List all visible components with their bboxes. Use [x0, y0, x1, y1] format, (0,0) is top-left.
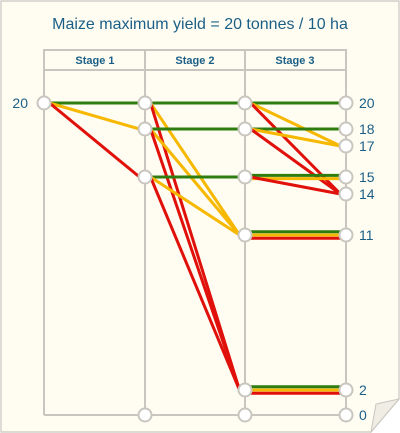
- transition-amber-line: [249, 127, 342, 148]
- transition-amber-line: [149, 127, 241, 237]
- outcome-node: [338, 407, 354, 423]
- diagram-title: Maize maximum yield = 20 tonnes / 10 ha: [52, 16, 348, 33]
- outcome-label: 2: [359, 382, 367, 398]
- stage-node: [237, 407, 253, 423]
- transition-red-line: [48, 101, 141, 179]
- transition-lines: [48, 101, 342, 395]
- stage-headers: Stage 1 Stage 2 Stage 3: [43, 49, 347, 71]
- stage-node: [237, 95, 253, 111]
- outcome-node: [338, 186, 354, 202]
- outcome-label: 17: [359, 138, 375, 154]
- outcome-label: 15: [359, 169, 375, 185]
- transition-amber-line: [149, 101, 241, 237]
- outcome-label: 0: [359, 407, 367, 423]
- outcome-node: [338, 95, 354, 111]
- outcome-node: [338, 169, 354, 185]
- stage-node: [237, 227, 253, 243]
- stage-node: [237, 169, 253, 185]
- transition-red-line: [149, 127, 241, 392]
- transition-amber-line: [149, 175, 241, 237]
- stage-node: [137, 95, 153, 111]
- stage-node: [137, 121, 153, 137]
- transition-red-line: [249, 127, 342, 196]
- stage-node: [237, 121, 253, 137]
- stage-header-box: [43, 49, 347, 71]
- yield-nodes: [36, 95, 354, 423]
- start-node: [36, 95, 52, 111]
- transition-red-line: [249, 175, 342, 196]
- outcome-label: 11: [359, 227, 374, 243]
- outcome-label: 18: [359, 121, 375, 137]
- stage-node: [137, 407, 153, 423]
- paper-fold: [370, 398, 400, 433]
- outcome-label: 20: [359, 95, 375, 111]
- outcome-label: 14: [359, 186, 375, 202]
- start-yield-label: 20: [12, 95, 28, 111]
- transition-amber-line: [48, 101, 141, 131]
- stage-node: [237, 382, 253, 398]
- outcome-node: [338, 382, 354, 398]
- stage-1-label: Stage 1: [75, 55, 114, 67]
- outcome-node: [338, 121, 354, 137]
- transition-red-line: [149, 175, 241, 392]
- transition-amber-line: [249, 101, 342, 148]
- stage-node: [137, 169, 153, 185]
- stage-2-label: Stage 2: [175, 55, 214, 67]
- outcome-node: [338, 138, 354, 154]
- outcome-node: [338, 227, 354, 243]
- stage-3-label: Stage 3: [275, 55, 314, 67]
